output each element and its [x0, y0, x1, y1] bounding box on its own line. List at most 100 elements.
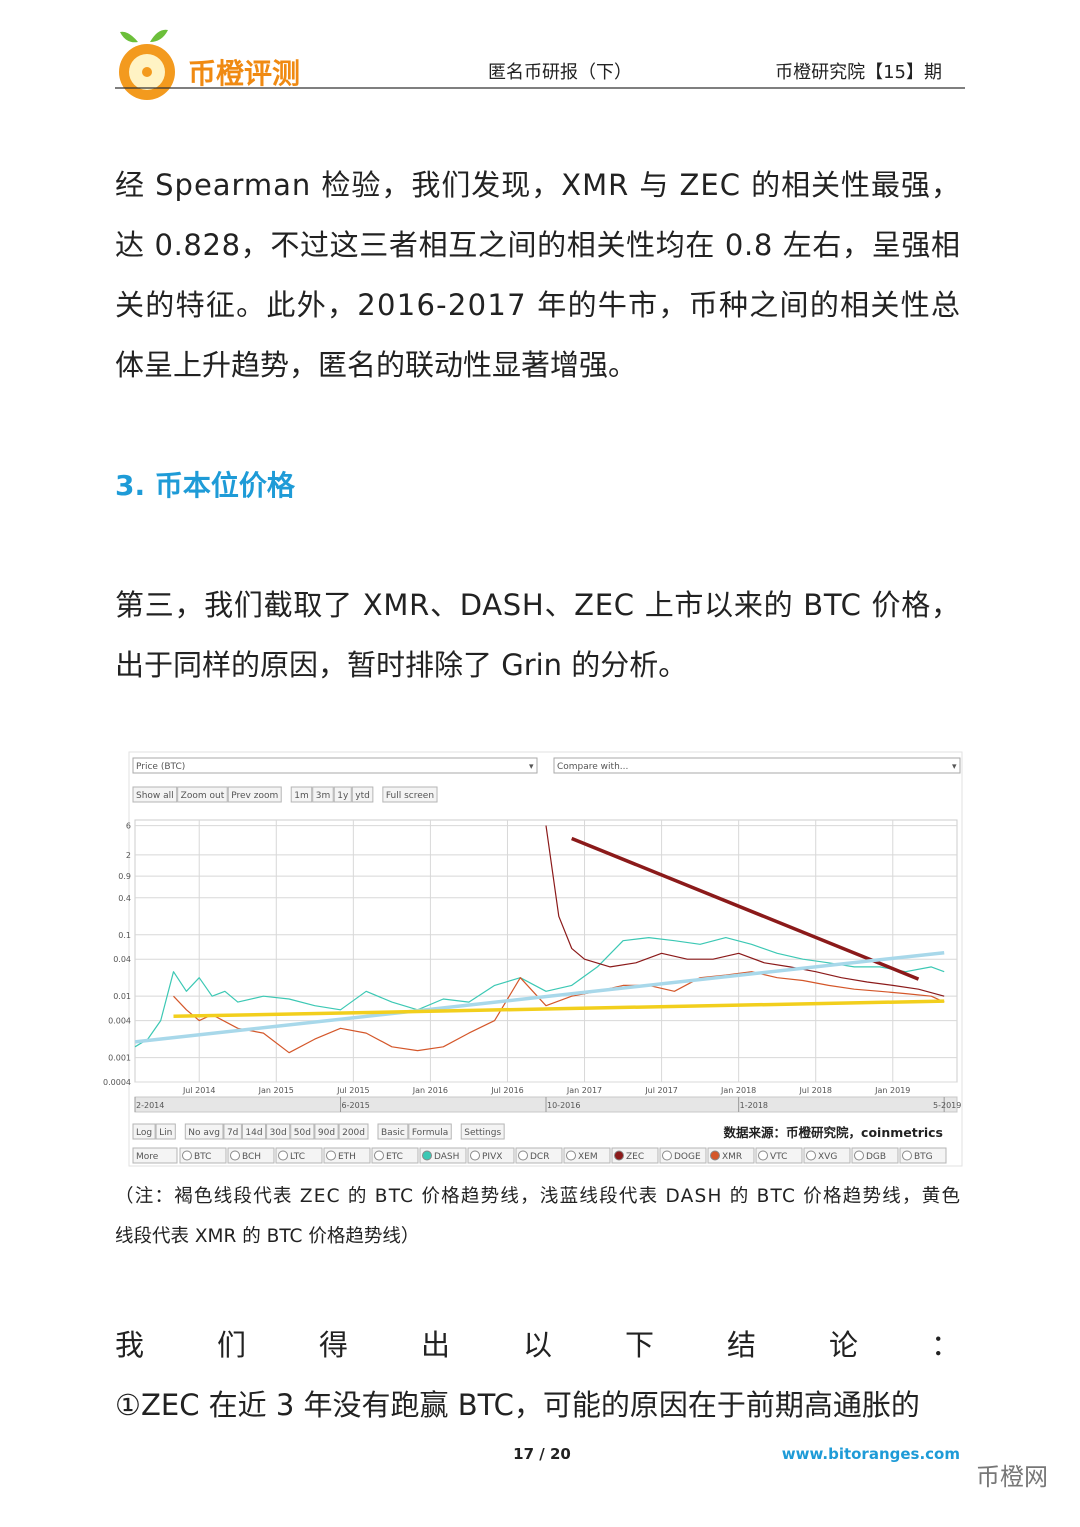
paragraph-line: 关的特征。此外，2016-2017 年的牛市，币种之间的相关性总	[115, 288, 960, 322]
footer-url: www.bitoranges.com	[782, 1445, 960, 1463]
coin-toggle[interactable]	[467, 1147, 515, 1164]
coin-label: LTC	[290, 1152, 305, 1162]
coin-toggle[interactable]	[707, 1147, 755, 1164]
button[interactable]	[290, 1123, 315, 1140]
coin-toggle[interactable]	[275, 1147, 323, 1164]
series-line	[545, 825, 945, 997]
coin-toggle[interactable]	[371, 1147, 419, 1164]
dropdown[interactable]	[132, 757, 538, 774]
dropdown-arrow: ▾	[529, 762, 534, 772]
x-tick-label: Jan 2018	[720, 1086, 756, 1095]
coin-label: DCR	[530, 1152, 549, 1162]
trend-line	[571, 836, 920, 981]
y-tick-label: 0.04	[113, 955, 131, 964]
button[interactable]	[155, 1123, 176, 1140]
coin-dot	[422, 1150, 432, 1161]
button-label: Settings	[464, 1128, 501, 1138]
button[interactable]	[132, 786, 178, 803]
coin-dot	[230, 1150, 240, 1161]
y-tick-label: 0.001	[108, 1054, 131, 1063]
coin-toggle[interactable]	[179, 1147, 227, 1164]
coin-toggle[interactable]	[851, 1147, 899, 1164]
button[interactable]	[333, 786, 352, 803]
button[interactable]	[290, 786, 313, 803]
x-tick-label: Jan 2016	[412, 1086, 448, 1095]
button-label: Log	[136, 1128, 152, 1138]
x-tick-label: Jan 2019	[874, 1086, 910, 1095]
button[interactable]	[338, 1123, 369, 1140]
paragraph-line: 体呈上升趋势，匿名的联动性显著增强。	[115, 348, 637, 382]
y-tick-label: 2	[126, 851, 131, 860]
button-label: 30d	[270, 1128, 287, 1138]
coin-label: ETH	[338, 1152, 356, 1162]
button-label: 1m	[294, 791, 309, 801]
coin-dot	[854, 1150, 864, 1161]
button[interactable]	[377, 1123, 409, 1140]
header-title: 匿名币研报（下）	[488, 62, 632, 83]
x-tick-label: Jan 2017	[566, 1086, 602, 1095]
coin-toggle[interactable]	[419, 1147, 467, 1164]
button[interactable]	[223, 1123, 242, 1140]
button-label: Lin	[159, 1128, 172, 1138]
button[interactable]	[184, 1123, 224, 1140]
button[interactable]	[241, 1123, 267, 1140]
coin-label: DGB	[866, 1152, 886, 1162]
coin-toggle[interactable]	[563, 1147, 611, 1164]
coin-dot	[902, 1150, 912, 1161]
y-tick-label: 0.4	[118, 894, 131, 903]
coin-label: XVG	[818, 1152, 837, 1162]
watermark: 币橙网	[976, 1463, 1048, 1491]
button[interactable]	[177, 786, 228, 803]
page-number: 17 / 20	[513, 1445, 571, 1463]
source-note: 数据来源：币橙研究院，coinmetrics	[723, 1125, 943, 1140]
coin-label: BCH	[242, 1152, 261, 1162]
button-label: Show all	[136, 791, 174, 801]
coin-label: ETC	[386, 1152, 403, 1162]
more-dropdown[interactable]	[132, 1147, 178, 1164]
section-heading: 3. 币本位价格	[115, 469, 296, 502]
paragraph-line: ①ZEC 在近 3 年没有跑赢 BTC，可能的原因在于前期高通胀的	[115, 1388, 920, 1422]
series-line	[173, 971, 945, 1054]
button[interactable]	[382, 786, 438, 803]
button-label: 90d	[318, 1128, 335, 1138]
coin-dot	[710, 1150, 720, 1161]
button-label: Prev zoom	[231, 791, 278, 801]
x-tick-label: Jul 2017	[644, 1086, 678, 1095]
coin-dot	[326, 1150, 336, 1161]
coin-toggle[interactable]	[803, 1147, 851, 1164]
button[interactable]	[266, 1123, 291, 1140]
coin-dot	[758, 1150, 768, 1161]
x-tick-label: Jul 2016	[490, 1086, 524, 1095]
coin-toggle[interactable]	[755, 1147, 803, 1164]
navigator-label: 6-2015	[342, 1101, 370, 1110]
coin-toggle[interactable]	[227, 1147, 275, 1164]
coin-dot	[662, 1150, 672, 1161]
coin-dot	[278, 1150, 288, 1161]
x-tick-label: Jan 2015	[258, 1086, 294, 1095]
chart-frame	[128, 751, 963, 1167]
paragraph-line: 我们得出以下结论：	[115, 1328, 960, 1362]
coin-toggle[interactable]	[515, 1147, 563, 1164]
coin-dot	[806, 1150, 816, 1161]
button[interactable]	[227, 786, 282, 803]
coin-toggle[interactable]	[659, 1147, 707, 1164]
coin-label: PIVX	[482, 1152, 502, 1162]
x-tick-label: Jul 2014	[182, 1086, 216, 1095]
caption-line: （注：褐色线段代表 ZEC 的 BTC 价格趋势线，浅蓝线段代表 DASH 的 …	[115, 1186, 960, 1207]
button[interactable]	[408, 1123, 452, 1140]
button[interactable]	[314, 1123, 339, 1140]
navigator-label: 2-2014	[136, 1101, 164, 1110]
header-issue: 币橙研究院【15】期	[775, 62, 942, 83]
button-label: Full screen	[386, 791, 434, 801]
button[interactable]	[351, 786, 374, 803]
paragraph-line: 经 Spearman 检验，我们发现，XMR 与 ZEC 的相关性最强，	[115, 168, 960, 202]
button[interactable]	[312, 786, 334, 803]
dropdown[interactable]	[553, 757, 961, 774]
plot-area	[134, 819, 958, 1083]
button-label: Basic	[381, 1128, 405, 1138]
coin-toggle[interactable]	[323, 1147, 371, 1164]
coin-toggle[interactable]	[899, 1147, 947, 1164]
button[interactable]	[460, 1123, 505, 1140]
button[interactable]	[132, 1123, 156, 1140]
coin-toggle[interactable]	[611, 1147, 659, 1164]
